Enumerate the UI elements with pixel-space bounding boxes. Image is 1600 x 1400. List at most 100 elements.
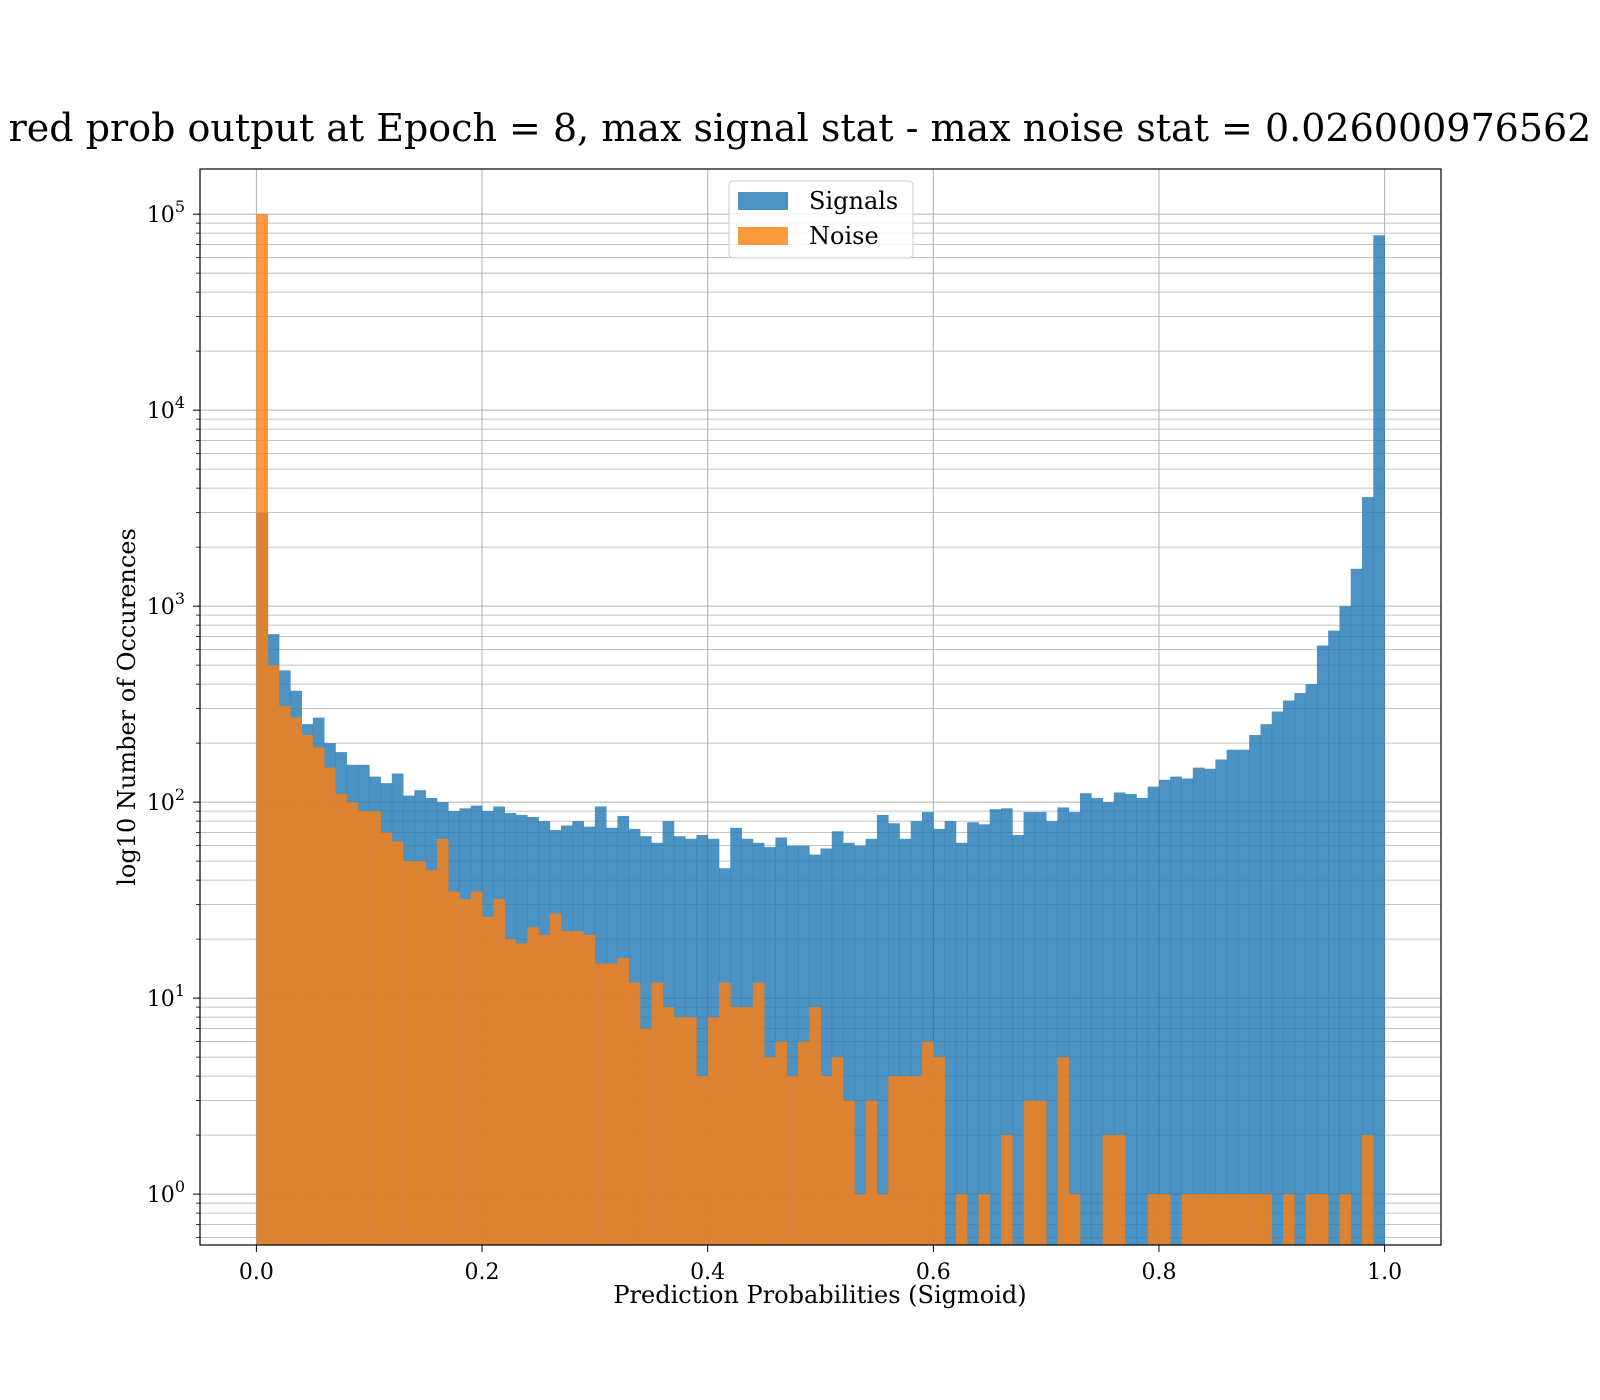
- noise-bar: [933, 1057, 945, 1245]
- noise-bar: [1068, 1194, 1081, 1245]
- signals-bar: [1102, 802, 1115, 1245]
- x-tick-label: 0.2: [465, 1260, 500, 1285]
- legend-label-noise: Noise: [809, 222, 879, 250]
- signals-bar: [775, 837, 788, 1245]
- noise-bar: [448, 891, 460, 1245]
- signals-bar: [1316, 645, 1329, 1245]
- noise-bar: [1204, 1194, 1216, 1245]
- y-tick-label: 102: [147, 785, 185, 816]
- signals-bar: [1249, 735, 1261, 1245]
- y-axis-label: log10 Number of Occurences: [113, 528, 141, 886]
- y-tick-label: 104: [147, 393, 185, 424]
- noise-bar: [1102, 1135, 1115, 1245]
- noise-bar: [1147, 1194, 1160, 1245]
- signals-bar: [1226, 749, 1239, 1245]
- signals-bar: [1328, 630, 1340, 1245]
- signals-bar: [1204, 768, 1216, 1245]
- noise-bar: [403, 861, 415, 1245]
- noise-bar: [1283, 1194, 1295, 1245]
- noise-bar: [357, 811, 370, 1245]
- signals-bar: [1283, 700, 1295, 1245]
- y-tick-label: 103: [147, 589, 185, 620]
- signals-bar: [1057, 807, 1070, 1245]
- signals-bar: [1373, 235, 1385, 1245]
- signals-bar: [1305, 684, 1318, 1245]
- noise-bar: [831, 1057, 844, 1245]
- signals-bar: [1012, 834, 1024, 1245]
- noise-bar: [312, 747, 325, 1245]
- signals-bar: [1079, 793, 1092, 1245]
- noise-bar: [741, 1007, 754, 1245]
- noise-bar: [662, 1007, 675, 1245]
- noise-bar: [1305, 1194, 1318, 1245]
- signals-bar: [1362, 497, 1374, 1245]
- signals-bar: [1215, 759, 1228, 1245]
- noise-bar: [561, 931, 573, 1245]
- noise-bar: [504, 939, 517, 1245]
- noise-bar: [922, 1041, 934, 1245]
- x-axis-ticks: 0.0 0.2 0.4 0.6 0.8 1.0: [239, 1245, 1402, 1285]
- signals-bar: [1170, 776, 1182, 1245]
- x-tick-label: 0.0: [239, 1260, 274, 1285]
- x-tick-label: 1.0: [1367, 1260, 1402, 1285]
- legend: Signals Noise: [728, 180, 914, 259]
- noise-bar: [1057, 1057, 1070, 1245]
- noise-bar: [628, 982, 641, 1245]
- noise-bar: [369, 811, 381, 1245]
- noise-bar: [470, 891, 483, 1245]
- noise-bar: [527, 927, 539, 1245]
- noise-bar: [1034, 1100, 1047, 1245]
- signals-bar: [1192, 767, 1205, 1245]
- noise-bar: [786, 1076, 799, 1245]
- noise-bar: [955, 1194, 968, 1245]
- noise-bar: [1260, 1194, 1273, 1245]
- x-tick-label: 0.6: [916, 1260, 951, 1285]
- noise-bar: [775, 1041, 788, 1245]
- noise-bar: [1192, 1194, 1205, 1245]
- noise-bar: [707, 1017, 720, 1245]
- signals-bar: [1034, 812, 1047, 1245]
- signals-bar: [820, 848, 833, 1245]
- noise-bar: [820, 1076, 833, 1245]
- y-tick-label: 101: [147, 981, 185, 1012]
- noise-bar: [718, 982, 731, 1245]
- noise-bar: [549, 913, 562, 1245]
- noise-bar: [651, 982, 663, 1245]
- noise-bar: [1362, 1135, 1374, 1245]
- noise-bar: [797, 1041, 810, 1245]
- signals-bar: [967, 822, 979, 1245]
- noise-bar: [1023, 1100, 1036, 1245]
- noise-bar: [752, 982, 765, 1245]
- signals-bar: [910, 821, 923, 1245]
- noise-bar: [256, 214, 269, 1245]
- noise-bar: [572, 931, 584, 1245]
- signals-bar: [786, 845, 799, 1245]
- signals-bar: [1158, 779, 1171, 1245]
- noise-bar: [583, 934, 596, 1245]
- noise-bar: [414, 861, 427, 1245]
- noise-bar: [1226, 1194, 1239, 1245]
- signals-bar: [1113, 792, 1126, 1245]
- x-tick-label: 0.4: [690, 1260, 725, 1285]
- signals-bar: [764, 847, 776, 1245]
- noise-bar: [278, 705, 291, 1245]
- noise-bar: [301, 735, 314, 1245]
- noise-bar: [696, 1076, 709, 1245]
- signals-bar: [1271, 711, 1284, 1245]
- noise-bar: [380, 832, 393, 1245]
- signals-bar: [989, 809, 1002, 1245]
- noise-bar: [493, 899, 506, 1245]
- noise-bar: [267, 665, 280, 1245]
- signals-bar: [1091, 797, 1103, 1245]
- signals-bar: [1237, 749, 1250, 1245]
- signals-bar: [899, 838, 912, 1245]
- legend-swatch-noise: [738, 227, 788, 245]
- signals-bar: [1147, 786, 1160, 1245]
- noise-bar: [673, 1017, 686, 1245]
- noise-bar: [910, 1076, 923, 1245]
- noise-bar: [594, 963, 607, 1245]
- signals-bar: [922, 812, 934, 1245]
- noise-bar: [730, 1007, 742, 1245]
- legend-label-signals: Signals: [809, 187, 898, 215]
- noise-bar: [639, 1028, 652, 1245]
